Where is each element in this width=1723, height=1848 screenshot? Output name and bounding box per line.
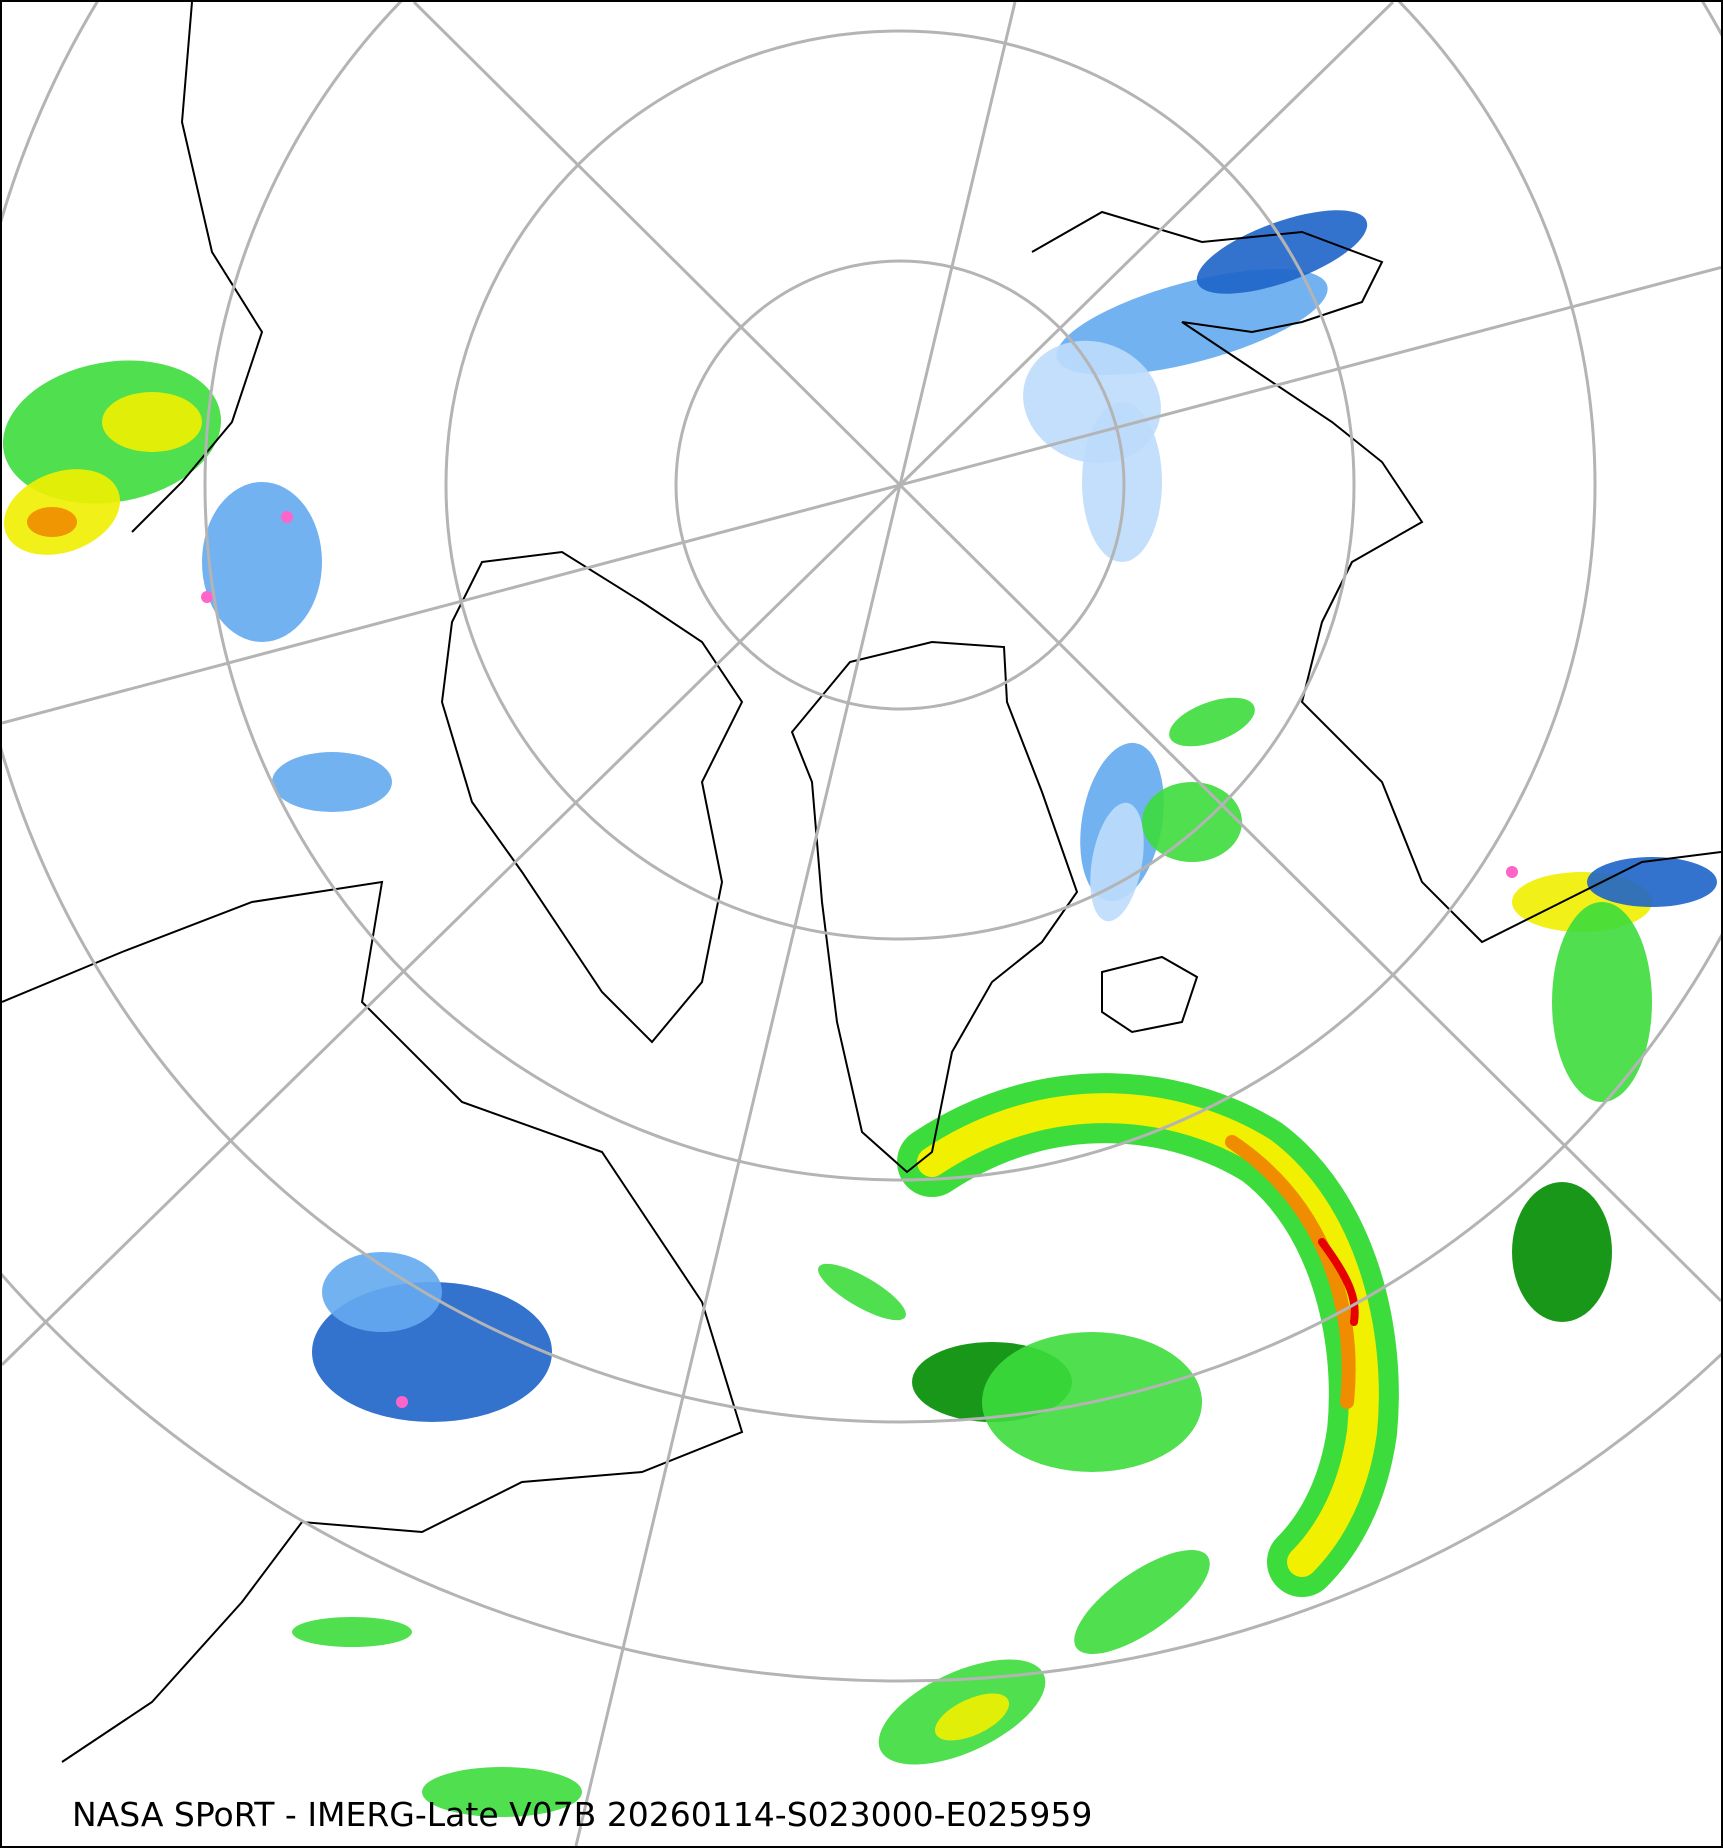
iceland-outline bbox=[1101, 955, 1199, 1034]
precipitation-area bbox=[102, 392, 202, 452]
precipitation-area bbox=[272, 752, 392, 812]
precipitation-area bbox=[422, 1767, 582, 1817]
precipitation-layer bbox=[2, 210, 1717, 1817]
precipitation-area bbox=[934, 1693, 1010, 1741]
latitude-circle bbox=[2, 1272, 1721, 1683]
latitude-circle bbox=[2, 2, 1721, 1424]
precipitation-area bbox=[1552, 902, 1652, 1102]
precipitation-area bbox=[1142, 782, 1242, 862]
mixed-precip-spot bbox=[1506, 866, 1518, 878]
mixed-precip-spot bbox=[281, 511, 293, 523]
latitude-circle bbox=[444, 29, 1356, 941]
precipitation-area bbox=[1082, 402, 1162, 562]
precipitation-area bbox=[1169, 697, 1255, 747]
canadian-archipelago bbox=[440, 550, 744, 1044]
precipitation-area bbox=[1512, 1182, 1612, 1322]
meridian-line bbox=[412, 2, 1721, 1302]
frontal-band-moderate bbox=[917, 1093, 1379, 1577]
map-caption: NASA SPoRT - IMERG-Late V07B 20260114-S0… bbox=[72, 1795, 1093, 1834]
latitude-circle bbox=[674, 259, 1126, 711]
precipitation-area bbox=[1056, 269, 1328, 375]
precipitation-area bbox=[202, 482, 322, 642]
frontal-band-heavy bbox=[1225, 1135, 1356, 1409]
precipitation-area bbox=[27, 507, 77, 537]
meridian-line bbox=[2, 265, 1721, 725]
precipitation-area bbox=[322, 1252, 442, 1332]
meridian-line bbox=[2, 2, 1395, 1366]
precipitation-area bbox=[1074, 1549, 1210, 1655]
latitude-circle bbox=[203, 2, 1597, 1182]
north-america-coast bbox=[2, 880, 744, 1763]
meridian-line bbox=[574, 2, 1017, 1846]
eurasia-coast bbox=[1031, 210, 1721, 944]
precipitation-area bbox=[292, 1617, 412, 1647]
coastlines bbox=[2, 2, 1721, 1763]
mixed-precip-spot bbox=[396, 1396, 408, 1408]
alaska-siberia-coast bbox=[131, 2, 264, 533]
precipitation-area bbox=[1196, 210, 1368, 294]
precipitation-area bbox=[1587, 857, 1717, 907]
mixed-precip-spot bbox=[201, 591, 213, 603]
precipitation-area bbox=[818, 1263, 906, 1321]
frontal-band-extreme bbox=[1318, 1238, 1359, 1326]
